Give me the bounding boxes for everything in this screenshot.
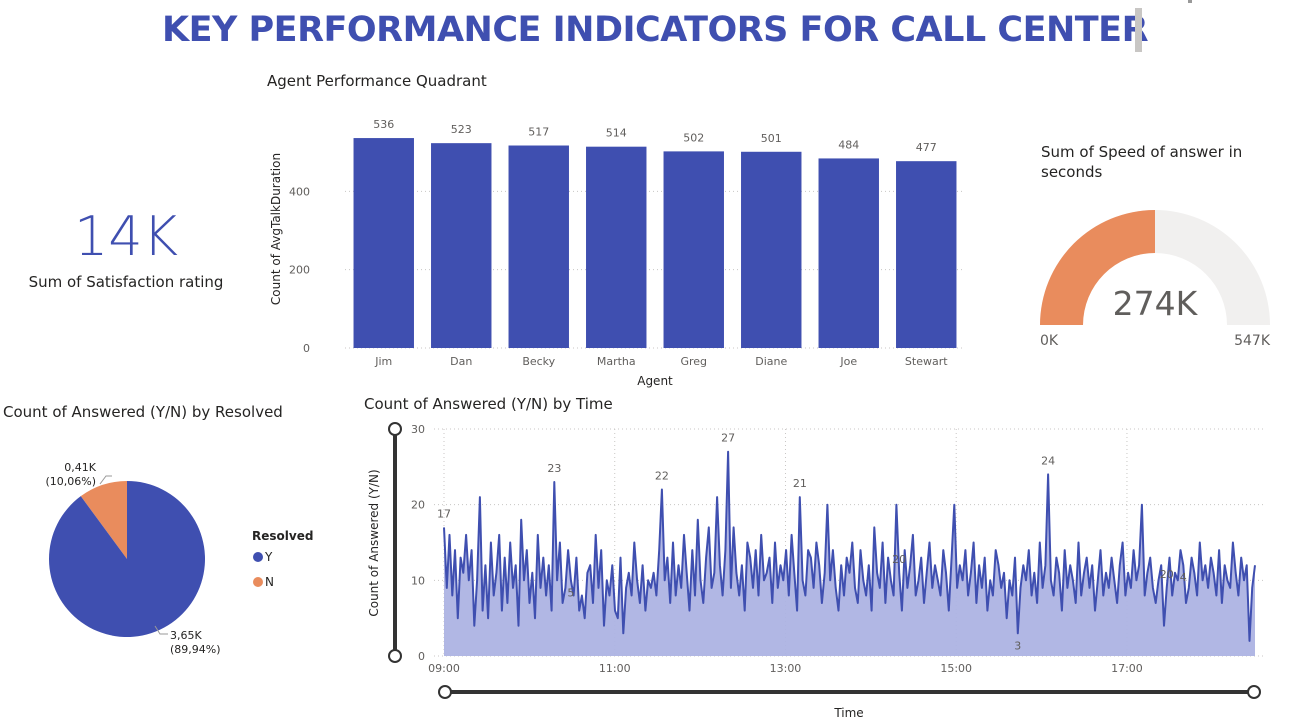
line-x-tick: 15:00 xyxy=(940,662,972,675)
line-data-label: 20 xyxy=(892,553,906,566)
bar-y-tick: 0 xyxy=(303,342,310,355)
line-data-label: 27 xyxy=(721,432,735,445)
bar-y-tick: 400 xyxy=(289,185,310,198)
line-data-label: 21 xyxy=(793,477,807,490)
pie-legend-label-y: Y xyxy=(264,550,273,564)
x-range-slider-handle-start[interactable] xyxy=(438,685,452,699)
gauge-chart[interactable]: 274K 0K 547K xyxy=(1030,200,1290,360)
line-y-tick: 20 xyxy=(411,499,425,512)
bar-data-label: 501 xyxy=(761,132,782,145)
line-y-tick: 0 xyxy=(418,650,425,663)
bar-data-label: 484 xyxy=(838,138,859,151)
pie-chart[interactable]: 0,41K(10,06%) 3,65K(89,94%) Resolved YN xyxy=(0,440,330,680)
pie-chart-title: Count of Answered (Y/N) by Resolved xyxy=(3,403,283,421)
line-y-tick: 10 xyxy=(411,574,425,587)
bar-y-tick: 200 xyxy=(289,264,310,277)
bar xyxy=(431,143,492,348)
gauge-title: Sum of Speed of answer in seconds xyxy=(1041,143,1243,181)
bar-x-tick: Jim xyxy=(374,355,392,368)
bar-x-tick: Becky xyxy=(522,355,555,368)
pie-label-y-value: 3,65K xyxy=(170,629,202,642)
bar xyxy=(586,146,647,348)
line-x-tick: 17:00 xyxy=(1111,662,1143,675)
bar-data-label: 477 xyxy=(916,141,937,154)
line-y-axis-label: Count of Answered (Y/N) xyxy=(367,469,381,616)
bar-x-tick: Greg xyxy=(680,355,707,368)
gauge-fill xyxy=(1040,210,1155,325)
pie-slice-y xyxy=(48,481,205,637)
bar xyxy=(353,138,414,348)
gauge-min-label: 0K xyxy=(1040,333,1059,349)
y-range-slider-handle-top[interactable] xyxy=(388,422,402,436)
bar-data-label: 523 xyxy=(451,123,472,136)
bar-x-tick: Joe xyxy=(839,355,857,368)
bar-x-tick: Martha xyxy=(597,355,636,368)
line-series xyxy=(443,450,1256,642)
line-x-tick: 09:00 xyxy=(428,662,460,675)
pie-leader-y xyxy=(154,625,168,635)
gauge-value: 274K xyxy=(1113,284,1199,323)
bar-x-tick: Dan xyxy=(450,355,472,368)
pie-legend-marker-y xyxy=(253,552,263,562)
pie-legend-label-n: N xyxy=(265,575,274,589)
bar xyxy=(663,151,724,348)
line-data-label: 2 xyxy=(1265,415,1272,418)
bar-x-tick: Stewart xyxy=(905,355,948,368)
pie-label-n-value: 0,41K xyxy=(64,461,96,474)
x-range-slider-handle-end[interactable] xyxy=(1247,685,1261,699)
bar-data-label: 517 xyxy=(528,126,549,139)
corner-mark xyxy=(1188,0,1192,3)
bar-chart[interactable]: 0 200 400 536 Jim 523 Dan 517 Becky 514 Martha 502 G… xyxy=(260,95,980,395)
pie-leader-n xyxy=(99,475,112,485)
line-data-label: 3 xyxy=(1014,639,1021,652)
line-data-label: 5 xyxy=(567,586,574,599)
kpi-label: Sum of Satisfaction rating xyxy=(28,273,224,291)
bar-data-label: 502 xyxy=(683,131,704,144)
line-data-label: 23 xyxy=(547,462,561,475)
line-data-label: 24 xyxy=(1041,454,1055,467)
pie-legend-title: Resolved xyxy=(252,529,313,543)
y-range-slider-handle-bottom[interactable] xyxy=(388,649,402,663)
line-x-tick: 13:00 xyxy=(770,662,802,675)
pie-label-n-pct: (10,06%) xyxy=(45,475,96,488)
page-title: KEY PERFORMANCE INDICATORS FOR CALL CENT… xyxy=(161,10,1149,50)
line-x-axis-label: Time xyxy=(833,706,863,720)
line-chart-title: Count of Answered (Y/N) by Time xyxy=(364,395,613,413)
bar-x-axis-label: Agent xyxy=(637,374,673,388)
bar-x-tick: Diane xyxy=(755,355,787,368)
line-data-label: 17 xyxy=(437,507,451,520)
bar-data-label: 536 xyxy=(373,118,394,131)
gauge-max-label: 547K xyxy=(1234,333,1271,349)
bar xyxy=(896,161,957,348)
bar-y-axis-label: Count of AvgTalkDuration xyxy=(269,153,283,305)
bar xyxy=(508,145,569,348)
line-data-label: 20 xyxy=(1160,568,1174,581)
bar-data-label: 514 xyxy=(606,127,627,140)
pie-legend-marker-n xyxy=(253,577,263,587)
line-y-tick: 30 xyxy=(411,423,425,436)
line-data-label: 4 xyxy=(1180,571,1187,584)
bar-chart-title: Agent Performance Quadrant xyxy=(267,72,487,90)
bar xyxy=(818,158,879,348)
kpi-value: 14K xyxy=(73,205,179,268)
pie-slice-n xyxy=(80,481,127,559)
pie-label-y-pct: (89,94%) xyxy=(170,643,221,656)
title-divider xyxy=(1135,8,1142,52)
bar xyxy=(741,151,802,348)
line-x-tick: 11:00 xyxy=(599,662,631,675)
line-data-label: 22 xyxy=(655,470,669,483)
